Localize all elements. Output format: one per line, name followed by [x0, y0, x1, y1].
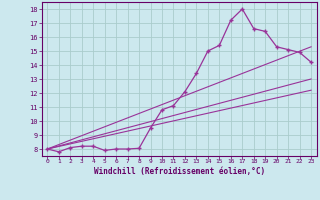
X-axis label: Windchill (Refroidissement éolien,°C): Windchill (Refroidissement éolien,°C) [94, 167, 265, 176]
